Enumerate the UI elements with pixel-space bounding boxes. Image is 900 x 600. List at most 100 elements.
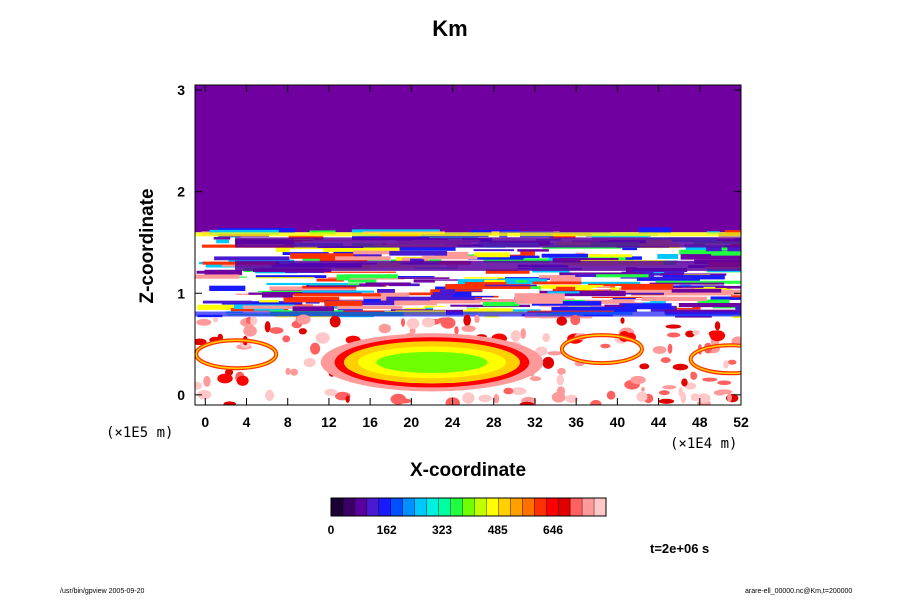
band-streak <box>550 276 582 283</box>
lower-blob <box>296 314 311 325</box>
x-tick-label: 4 <box>243 414 251 430</box>
band-streak <box>738 268 741 270</box>
band-streak <box>255 275 327 279</box>
band-streak <box>625 256 642 260</box>
lower-blob <box>717 380 732 386</box>
band-streak <box>657 254 679 259</box>
band-streak <box>302 290 375 293</box>
lower-blob <box>503 387 514 395</box>
band-streak <box>547 291 580 294</box>
lower-blob <box>463 314 471 327</box>
lower-blob <box>639 363 650 370</box>
band-streak <box>377 288 395 293</box>
lower-blob <box>652 345 667 354</box>
band-streak <box>735 305 741 311</box>
lower-blob <box>692 330 700 336</box>
band-streak <box>622 247 638 251</box>
lower-blob <box>716 389 733 395</box>
band-streak <box>255 271 298 274</box>
x-tick-label: 32 <box>527 414 543 430</box>
lower-blob <box>510 330 521 342</box>
colorbar-swatch <box>570 498 583 516</box>
lower-blob <box>197 390 212 400</box>
time-label: t=2e+06 s <box>650 541 710 556</box>
colorbar-frame <box>330 497 607 517</box>
lower-blob <box>303 357 316 368</box>
band-streak <box>732 315 741 319</box>
band-streak <box>452 299 524 301</box>
band-streak <box>204 269 243 276</box>
colorbar-swatch <box>450 498 464 516</box>
lower-blob <box>690 371 698 380</box>
band-streak <box>736 246 741 251</box>
lower-blob <box>195 381 203 390</box>
band-streak <box>283 296 340 303</box>
band-streak <box>621 271 685 276</box>
colorbar-swatch <box>414 498 428 516</box>
band-streak <box>532 281 582 285</box>
band-streak <box>405 305 446 310</box>
lower-blob <box>203 375 211 387</box>
colorbar-tick-label: 485 <box>488 523 508 537</box>
band-streak <box>353 250 401 255</box>
band-streak <box>202 300 252 304</box>
x-tick-label: 24 <box>445 414 461 430</box>
y-tick-label: 0 <box>177 387 185 403</box>
y-tick-label: 1 <box>177 285 185 301</box>
lower-blob <box>680 391 687 404</box>
band-streak <box>290 253 354 259</box>
band-streak <box>680 254 741 260</box>
lower-blob <box>285 367 291 376</box>
x-axis-label: X-coordinate <box>409 460 527 481</box>
band-streak <box>539 305 620 307</box>
band-streak <box>619 303 672 310</box>
band-streak <box>209 285 246 292</box>
band-streak <box>485 269 530 274</box>
band-streak <box>735 239 741 242</box>
lower-blob <box>658 398 675 404</box>
band-streak <box>445 284 531 290</box>
band-streak <box>634 254 668 260</box>
band-streak <box>363 298 381 303</box>
band-streak <box>587 283 638 286</box>
lower-blob <box>727 359 737 365</box>
footer-file: arare-ell_00000.nc@Km,t=200000 <box>745 588 853 595</box>
lower-blob <box>547 351 562 356</box>
band-streak <box>259 300 279 303</box>
band-streak <box>348 277 377 283</box>
band-streak <box>397 277 450 279</box>
band-streak <box>539 316 593 319</box>
band-streak <box>730 294 741 298</box>
band-streak <box>261 292 293 298</box>
band-streak <box>604 304 624 307</box>
lower-blob <box>396 398 412 404</box>
lower-blob <box>378 323 391 334</box>
band-streak <box>596 274 649 278</box>
x-tick-label: 28 <box>486 414 502 430</box>
band-streak <box>655 280 741 284</box>
band-streak <box>663 289 741 296</box>
lower-blob <box>400 318 406 327</box>
lower-blob <box>697 393 711 404</box>
lower-blob <box>478 394 492 403</box>
lower-blob <box>565 394 578 404</box>
band-streak <box>213 237 231 240</box>
band-streak <box>711 250 741 256</box>
y-axis-unit: (×1E5 m) <box>106 425 174 441</box>
band-streak <box>293 293 381 297</box>
band-streak <box>439 289 456 295</box>
band-streak <box>399 246 456 251</box>
x-tick-label: 12 <box>321 414 337 430</box>
x-tick-label: 40 <box>610 414 626 430</box>
colorbar-tick-label: 162 <box>377 523 397 537</box>
colorbar-swatch <box>534 498 547 516</box>
band-streak <box>678 303 741 308</box>
band-streak <box>214 256 290 261</box>
lower-blob <box>250 316 258 326</box>
lower-blob <box>474 314 480 324</box>
lower-blob <box>289 368 299 376</box>
lower-blob <box>630 375 646 385</box>
x-tick-label: 0 <box>201 414 209 430</box>
band-streak <box>638 227 672 234</box>
